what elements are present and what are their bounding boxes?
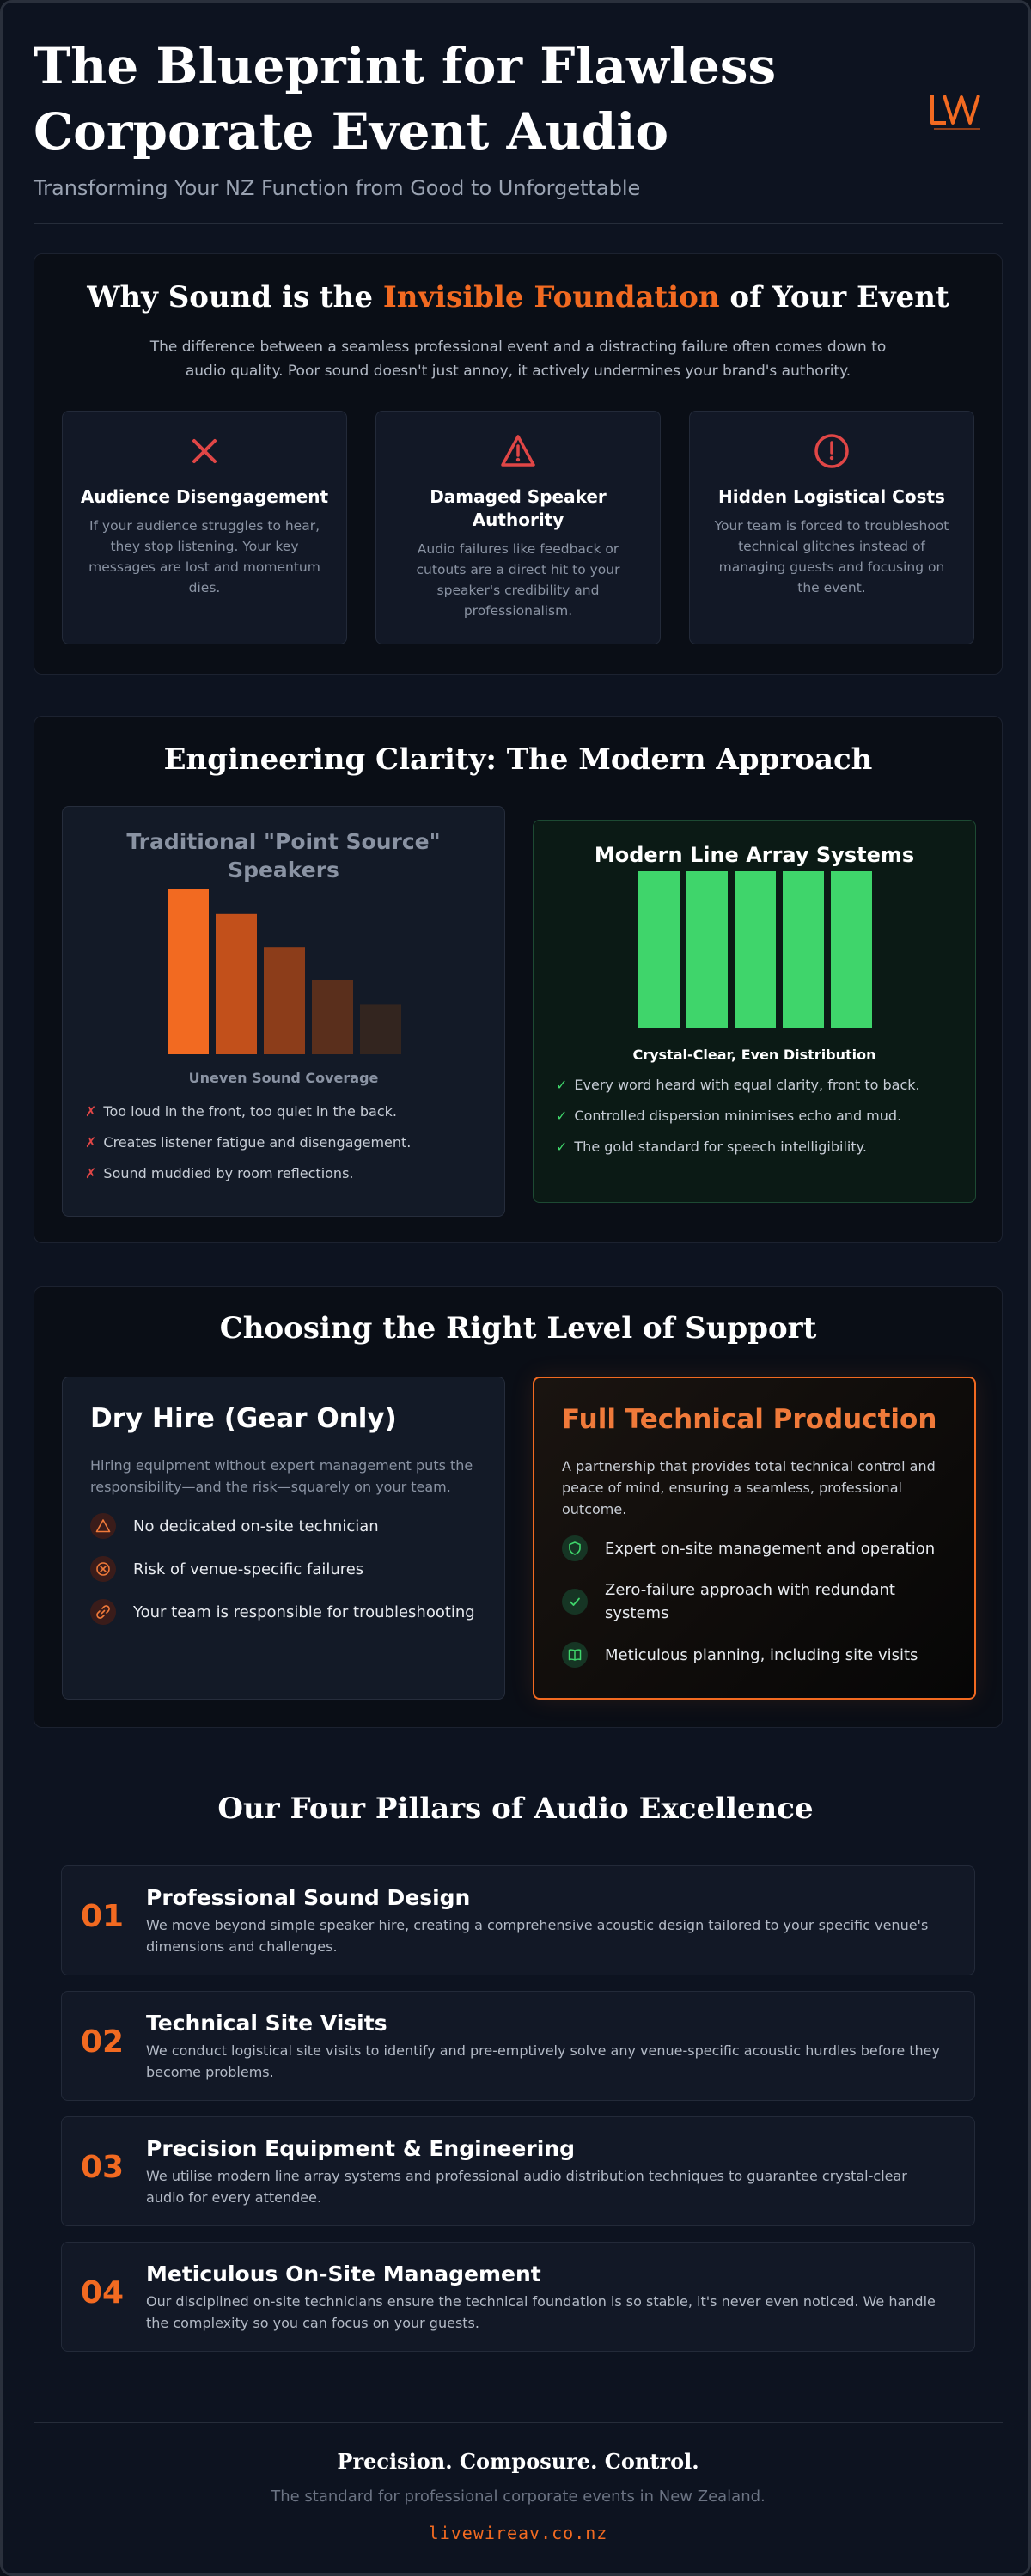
cross-icon: ✗ [85, 1103, 97, 1120]
support-title: Choosing the Right Level of Support [219, 1311, 817, 1346]
footer-standard: The standard for professional corporate … [271, 2487, 766, 2506]
coverage-bar-5 [831, 871, 872, 1028]
check-icon [562, 1589, 588, 1615]
full-production-option: Full Technical Production A partnership … [533, 1377, 976, 1700]
list-item: ✗ Too loud in the front, too quiet in the… [85, 1103, 397, 1120]
support-section: Choosing the Right Level of Support Dry … [34, 1286, 1003, 1728]
pillar-number: 03 [81, 2150, 125, 2185]
traditional-points: ✗ Too loud in the front, too quiet in the… [85, 1096, 482, 1189]
coverage-bar-1 [638, 871, 680, 1028]
coverage-bar-4 [312, 980, 353, 1054]
modern-panel: Modern Line Array Systems Crystal-Clear,… [533, 820, 976, 1203]
alert-circle-icon [814, 434, 849, 468]
pillar-title: Professional Sound Design [146, 1885, 471, 1910]
header: The Blueprint for Flawless Corporate Eve… [34, 34, 1003, 224]
traditional-title: Traditional "Point Source" Speakers [126, 829, 441, 882]
traditional-caption: Uneven Sound Coverage [188, 1070, 379, 1086]
why-sound-title: Why Sound is the Invisible Foundation of… [87, 280, 949, 314]
x-circle-icon [90, 1556, 116, 1582]
link-icon [90, 1599, 116, 1625]
pillars-title: Our Four Pillars of Audio Excellence [217, 1792, 814, 1826]
coverage-bar-2 [216, 913, 257, 1054]
full-production-list: Expert on-site management and operation … [562, 1535, 947, 1668]
page-subtitle: Transforming Your NZ Function from Good … [34, 176, 641, 200]
card-text: Audio failures like feedback or cutouts … [416, 541, 620, 619]
check-icon: ✓ [556, 1108, 568, 1124]
book-icon [562, 1642, 588, 1668]
list-item: ✓ The gold standard for speech intelligib… [556, 1138, 867, 1155]
x-icon [192, 439, 217, 463]
list-item: ✗ Creates listener fatigue and disengagem… [85, 1134, 412, 1151]
even-coverage-chart [638, 871, 872, 1028]
cross-icon: ✗ [85, 1134, 97, 1151]
risk-card-authority: Damaged Speaker Authority Audio failures… [375, 411, 661, 644]
pillar-title: Precision Equipment & Engineering [146, 2136, 575, 2161]
risk-card-disengagement: Audience Disengagement If your audience … [62, 411, 347, 644]
list-item: ✗ Sound muddied by room reflections. [85, 1165, 354, 1181]
list-item: Expert on-site management and operation [562, 1535, 947, 1561]
coverage-bar-1 [168, 889, 209, 1054]
warning-triangle-icon [90, 1513, 116, 1539]
modern-title: Modern Line Array Systems [594, 843, 915, 867]
engineering-section: Engineering Clarity: The Modern Approach… [34, 716, 1003, 1243]
list-item: ✓ Controlled dispersion minimises echo an… [556, 1108, 902, 1124]
modern-caption: Crystal-Clear, Even Distribution [632, 1047, 876, 1063]
engineering-title: Engineering Clarity: The Modern Approach [163, 742, 873, 777]
pillar-text: We move beyond simple speaker hire, crea… [146, 1917, 929, 1955]
list-item: Your team is responsible for troubleshoo… [90, 1599, 477, 1625]
card-title: Damaged Speaker Authority [430, 486, 607, 530]
dry-hire-text: Hiring equipment without expert manageme… [90, 1457, 473, 1495]
pillar-title: Meticulous On-Site Management [146, 2262, 541, 2286]
card-text: If your audience struggles to hear, they… [88, 518, 320, 595]
full-production-text: A partnership that provides total techni… [562, 1458, 936, 1517]
list-item: Risk of venue-specific failures [90, 1556, 477, 1582]
dry-hire-option: Dry Hire (Gear Only) Hiring equipment wi… [62, 1377, 505, 1700]
list-item: Meticulous planning, including site visi… [562, 1642, 947, 1668]
website-link[interactable]: livewireav.co.nz [428, 2523, 608, 2543]
pillar-number: 02 [81, 2024, 125, 2060]
uneven-coverage-chart [168, 889, 401, 1054]
dry-hire-title: Dry Hire (Gear Only) [90, 1403, 397, 1434]
pillar-card: 02 Technical Site Visits We conduct logi… [61, 1991, 975, 2101]
card-title: Hidden Logistical Costs [718, 486, 945, 507]
pillar-card: 04 Meticulous On-Site Management Our dis… [61, 2242, 975, 2352]
title-accent: Invisible Foundation [382, 280, 720, 314]
traditional-panel: Traditional "Point Source" Speakers Unev… [62, 806, 505, 1217]
pillar-text: We utilise modern line array systems and… [146, 2168, 907, 2206]
coverage-bar-2 [686, 871, 728, 1028]
pillar-text: We conduct logistical site visits to ide… [146, 2042, 940, 2080]
pillar-card: 03 Precision Equipment & Engineering We … [61, 2116, 975, 2226]
coverage-bar-3 [264, 947, 305, 1054]
pillar-number: 04 [81, 2275, 125, 2310]
page-title: The Blueprint for Flawless Corporate Eve… [34, 37, 777, 161]
lwav-logo [930, 95, 980, 130]
risk-card-costs: Hidden Logistical Costs Your team is for… [689, 411, 974, 644]
modern-points: ✓ Every word heard with equal clarity, fr… [556, 1070, 953, 1163]
dry-hire-list: No dedicated on-site technician Risk of … [90, 1513, 477, 1625]
footer-tagline: Precision. Composure. Control. [337, 2449, 699, 2474]
pillar-number: 01 [81, 1899, 125, 1934]
footer: Precision. Composure. Control. The stand… [34, 2422, 1003, 2568]
pillar-text: Our disciplined on-site technicians ensu… [146, 2293, 936, 2331]
list-item: ✓ Every word heard with equal clarity, fr… [556, 1077, 920, 1093]
coverage-bar-5 [360, 1004, 401, 1054]
card-title: Audience Disengagement [80, 486, 329, 507]
check-icon: ✓ [556, 1138, 568, 1155]
warning-icon [501, 435, 535, 467]
check-icon: ✓ [556, 1077, 568, 1093]
list-item: No dedicated on-site technician [90, 1513, 477, 1539]
pillar-title: Technical Site Visits [146, 2011, 387, 2036]
why-sound-intro: The difference between a seamless profes… [149, 339, 887, 380]
pillar-card: 01 Professional Sound Design We move bey… [61, 1865, 975, 1975]
why-sound-section: Why Sound is the Invisible Foundation of… [34, 253, 1003, 675]
coverage-bar-4 [783, 871, 824, 1028]
full-production-title: Full Technical Production [562, 1404, 937, 1435]
shield-icon [562, 1535, 588, 1561]
card-text: Your team is forced to troubleshoot tech… [714, 518, 949, 595]
list-item: Zero-failure approach with redundant sys… [562, 1578, 947, 1625]
cross-icon: ✗ [85, 1165, 97, 1181]
coverage-bar-3 [735, 871, 776, 1028]
